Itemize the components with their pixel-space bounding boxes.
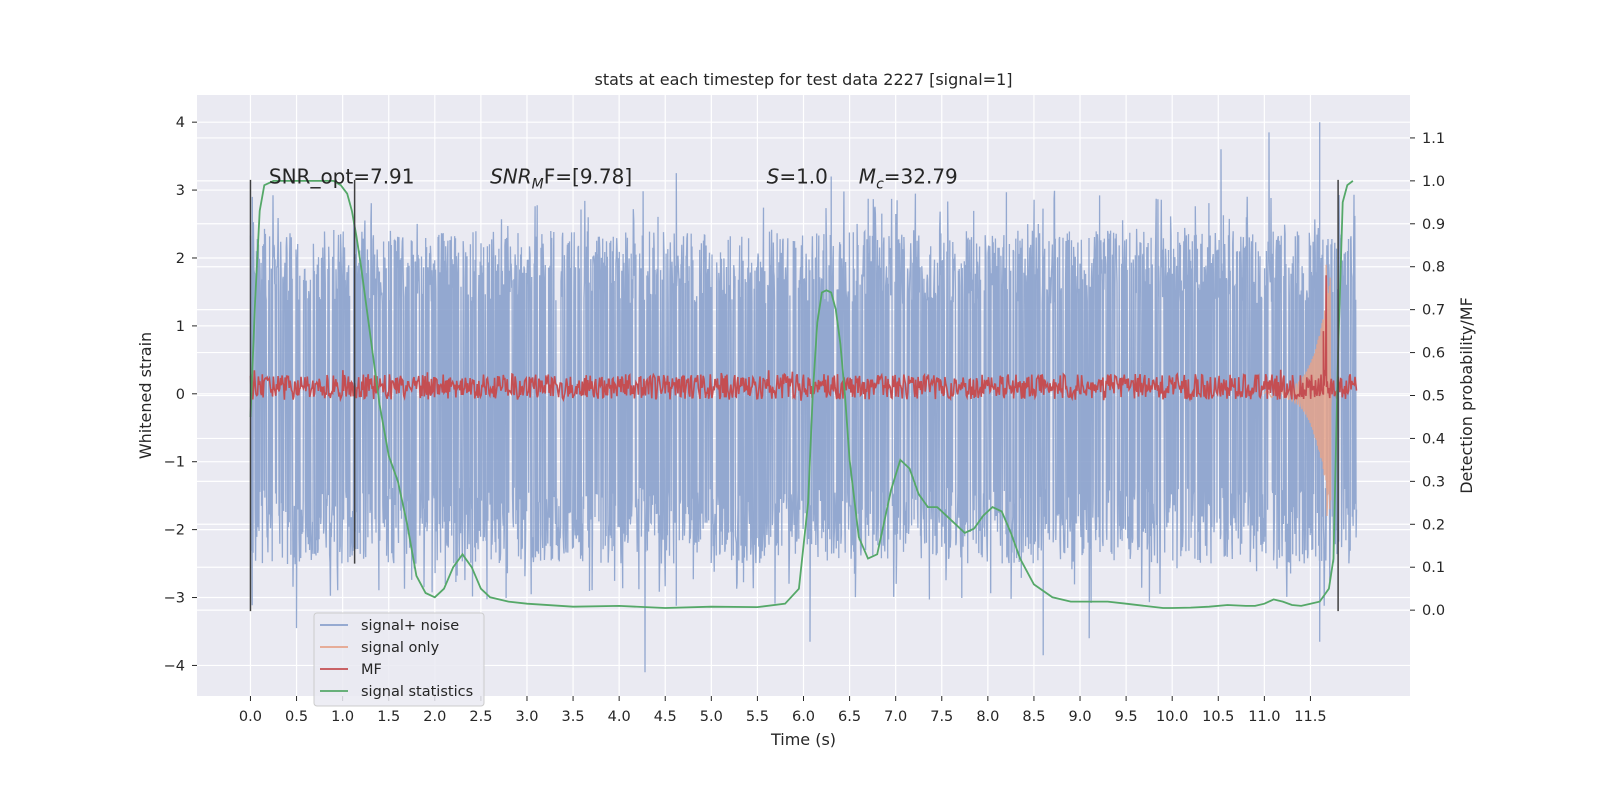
annotation: Mc=32.79 xyxy=(859,164,958,192)
y-tick-label: −2 xyxy=(164,523,185,539)
y-axis-label: Whitened strain xyxy=(136,332,155,459)
x-tick-label: 0.5 xyxy=(285,709,308,725)
y-tick-label: −3 xyxy=(164,591,185,607)
y2-tick-label: 0.8 xyxy=(1422,260,1445,276)
legend-box xyxy=(313,612,485,707)
x-tick-label: 5.0 xyxy=(700,709,723,725)
x-tick-label: 1.0 xyxy=(331,709,354,725)
x-tick-label: 6.0 xyxy=(792,709,815,725)
x-tick-label: 7.5 xyxy=(930,709,953,725)
x-tick-label: 1.5 xyxy=(377,709,400,725)
x-tick-label: 10.5 xyxy=(1202,709,1234,725)
y-tick-label: −1 xyxy=(164,455,185,471)
y2-tick-label: 0.3 xyxy=(1422,474,1445,490)
vertical-markers xyxy=(249,179,1339,612)
y2-tick-label: 0.0 xyxy=(1422,603,1445,619)
y2-tick-label: 0.5 xyxy=(1422,389,1445,405)
series-mf xyxy=(249,275,1358,403)
y2-tick-label: 0.6 xyxy=(1422,346,1445,362)
legend-label: signal+ noise xyxy=(361,618,459,634)
y2-tick-label: 0.9 xyxy=(1422,217,1445,233)
chart-title: stats at each timestep for test data 222… xyxy=(594,70,1012,89)
x-tick-label: 3.0 xyxy=(515,709,538,725)
y-tick-label: 2 xyxy=(176,251,185,267)
legend: signal+ noise signal only MF signal statist… xyxy=(313,612,485,707)
y2-tick-label: 1.1 xyxy=(1422,131,1445,147)
y-axis-ticks: 4 3 2 1 0 −1 −2 −3 −4 xyxy=(164,115,197,674)
x-tick-label: 4.5 xyxy=(654,709,677,725)
x-tick-label: 7.0 xyxy=(884,709,907,725)
x-tick-label: 11.5 xyxy=(1294,709,1326,725)
x-tick-label: 3.5 xyxy=(562,709,585,725)
legend-label: MF xyxy=(361,662,382,678)
legend-label: signal statistics xyxy=(361,684,473,700)
annotation: SNR_opt=7.91 xyxy=(269,164,415,188)
y2-axis-label: Detection probability/MF xyxy=(1457,297,1476,494)
legend-entry: MF xyxy=(320,662,382,678)
y-tick-label: 4 xyxy=(176,115,185,131)
y2-tick-label: 0.2 xyxy=(1422,517,1445,533)
y-tick-label: −4 xyxy=(164,658,185,674)
x-axis-label: Time (s) xyxy=(770,730,836,749)
series-group xyxy=(249,122,1358,673)
y2-tick-label: 0.1 xyxy=(1422,560,1445,576)
x-tick-label: 2.5 xyxy=(469,709,492,725)
x-axis-ticks: 0.0 0.5 1.0 1.5 2.0 2.5 3.0 3.5 4.0 4.5 5.0 5.5 6.0 6… xyxy=(239,696,1327,725)
x-tick-label: 0.0 xyxy=(239,709,262,725)
x-tick-label: 6.5 xyxy=(838,709,861,725)
legend-label: signal only xyxy=(361,640,440,656)
y-tick-label: 1 xyxy=(176,319,185,335)
series-signal-statistics xyxy=(249,180,1354,609)
y-tick-label: 3 xyxy=(176,183,185,199)
x-tick-label: 11.0 xyxy=(1248,709,1280,725)
x-tick-label: 4.0 xyxy=(608,709,631,725)
y-tick-label: 0 xyxy=(176,387,185,403)
x-tick-label: 2.0 xyxy=(423,709,446,725)
x-tick-label: 8.0 xyxy=(976,709,999,725)
annotation: SNRMF=[9.78] xyxy=(490,164,632,192)
x-tick-label: 8.5 xyxy=(1022,709,1045,725)
x-tick-label: 10.0 xyxy=(1156,709,1188,725)
annotation: S=1.0 xyxy=(767,164,828,188)
x-tick-label: 9.0 xyxy=(1068,709,1091,725)
y2-tick-label: 0.4 xyxy=(1422,431,1445,447)
x-tick-label: 5.5 xyxy=(746,709,769,725)
x-tick-label: 9.5 xyxy=(1115,709,1138,725)
y2-tick-label: 0.7 xyxy=(1422,303,1445,319)
legend-entry: signal statistics xyxy=(320,684,473,700)
y2-axis-ticks: 0.0 0.1 0.2 0.3 0.4 0.5 0.6 0.7 0.8 0.9 1.0 1.1 xyxy=(1410,131,1445,619)
annotations: SNR_opt=7.91 SNRMF=[9.78] S=1.0 Mc=32.79 xyxy=(269,164,958,192)
legend-entry: signal only xyxy=(320,640,440,656)
legend-entry: signal+ noise xyxy=(320,618,459,634)
y2-tick-label: 1.0 xyxy=(1422,174,1445,190)
